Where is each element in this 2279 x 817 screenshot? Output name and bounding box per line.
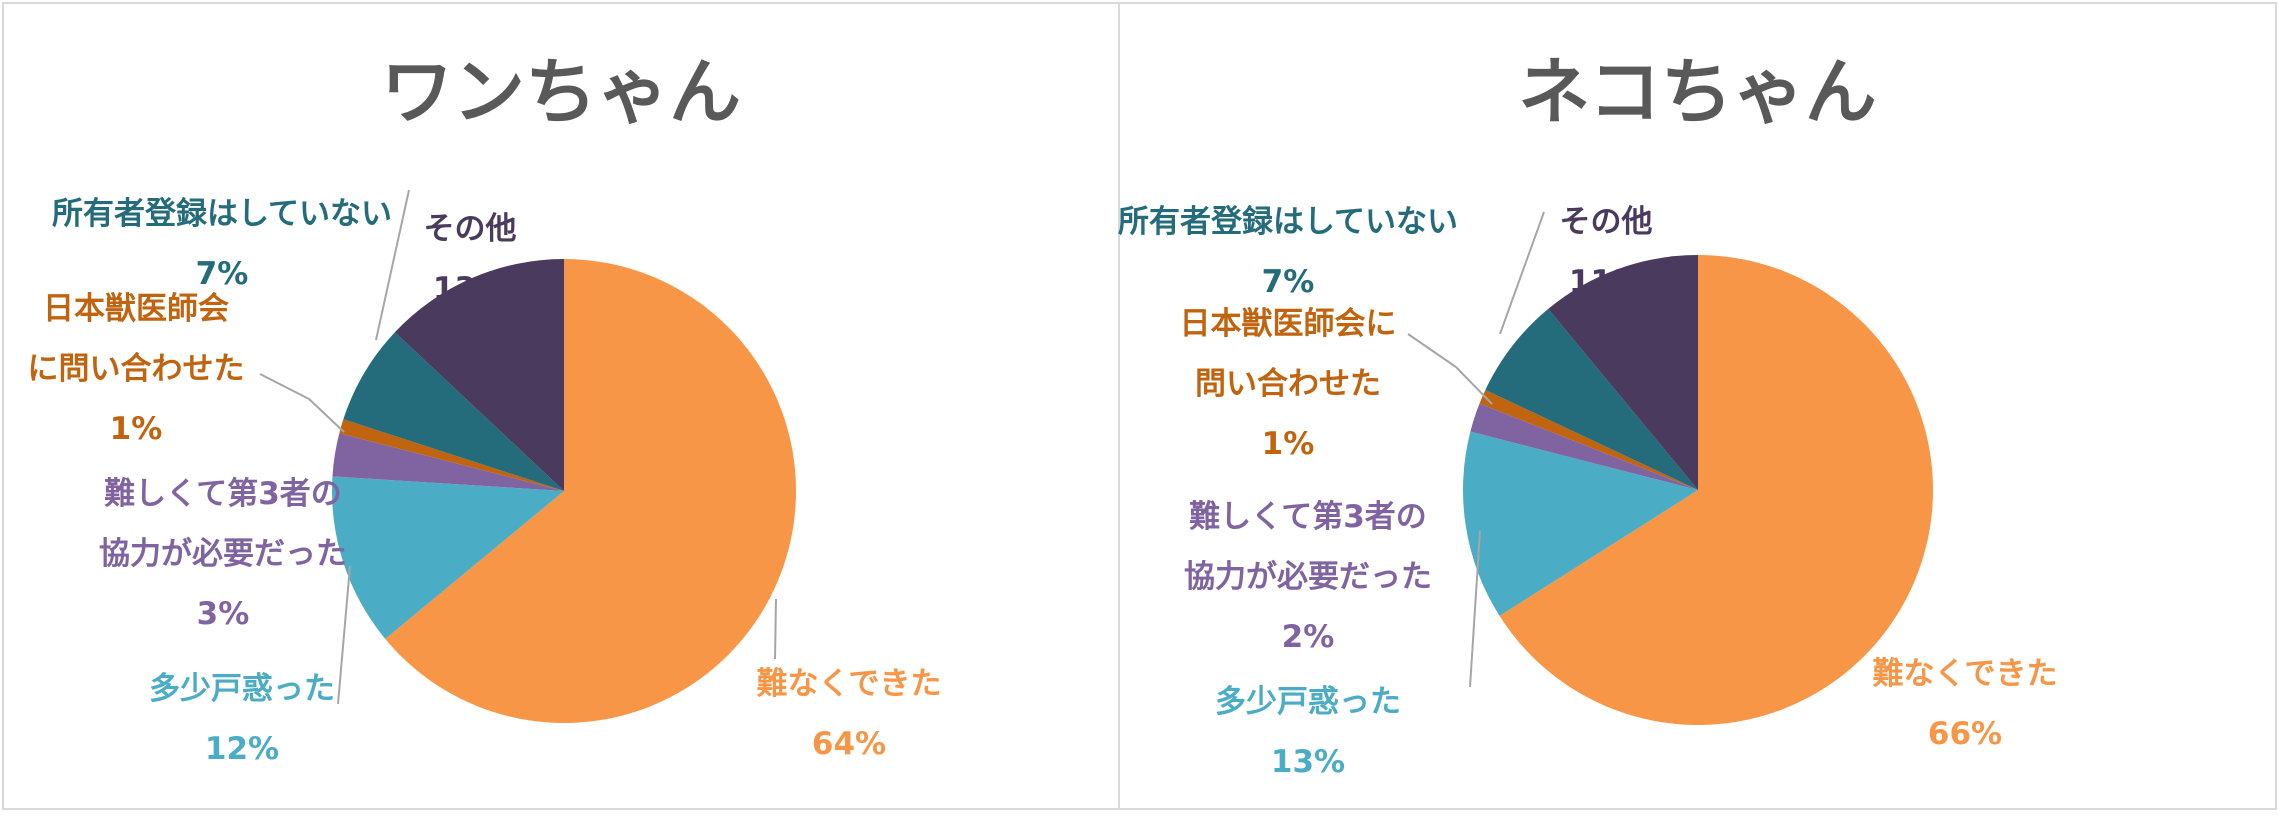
- chart-panel-dog: ワンちゃん 難なくできた 64% 多少戸惑った 12% 難しくて第3者の 協力が必要だった…: [2, 2, 1120, 810]
- data-label-vet-association: 日本獣医師会に問い合わせた 1%: [28, 279, 245, 459]
- data-label-percent: 11%: [1568, 264, 1644, 300]
- data-label-other: その他 13%: [424, 199, 517, 319]
- pie-slice-other: [394, 259, 564, 491]
- leader-line-vet-association: [259, 373, 345, 433]
- chart-title: ワンちゃん: [380, 50, 741, 134]
- data-label-category: 難なくできた: [756, 666, 942, 702]
- pie-slice-confused: [1462, 431, 1698, 616]
- data-label-third-party: 難しくて第3者の 協力が必要だった 3%: [99, 464, 347, 644]
- data-label-category: 協力が必要だった: [1184, 559, 1432, 595]
- data-label-percent: 7%: [1261, 264, 1315, 300]
- data-label-category: 所有者登録はしていない: [1117, 204, 1459, 240]
- data-label-percent: 1%: [109, 411, 163, 447]
- data-label-category: に問い合わせた: [27, 351, 245, 387]
- data-label-percent: 13%: [432, 271, 508, 307]
- data-label-vet-association: 日本獣医師会に問い合わせた 1%: [1180, 294, 1397, 474]
- data-label-category: その他: [423, 211, 517, 247]
- data-label-percent: 64%: [811, 726, 887, 762]
- pie-slice-other: [1548, 255, 1698, 490]
- pie-slice-not-registered: [343, 332, 564, 491]
- data-label-percent: 12%: [204, 731, 280, 767]
- pie-slice-vet-association: [1479, 389, 1698, 490]
- data-label-percent: 7%: [195, 256, 249, 292]
- data-label-confused: 多少戸惑った 12%: [149, 659, 335, 779]
- data-label-category: 難なくできた: [1872, 656, 2058, 692]
- data-label-percent: 2%: [1281, 619, 1335, 655]
- data-label-category: 日本獣医師会: [43, 291, 229, 327]
- data-label-percent: 66%: [1927, 716, 2003, 752]
- data-label-category: 多少戸惑った: [149, 671, 335, 707]
- pie-slice-vet-association: [339, 419, 564, 491]
- data-label-not-registered: 所有者登録はしていない 7%: [52, 184, 392, 304]
- data-label-percent: 3%: [196, 596, 250, 632]
- leader-line-not-registered: [375, 189, 410, 341]
- data-label-easy: 難なくできた 64%: [756, 654, 941, 774]
- data-label-category: 所有者登録はしていない: [51, 196, 393, 232]
- leader-line-not-registered: [1499, 211, 1545, 335]
- pie-slice-third-party: [1470, 403, 1698, 490]
- data-label-not-registered: 所有者登録はしていない 7%: [1118, 192, 1458, 312]
- pie-chart-cat: [1407, 211, 1933, 725]
- leader-line-confused: [1469, 530, 1481, 688]
- data-label-category: その他: [1559, 204, 1653, 240]
- pie-slice-not-registered: [1485, 308, 1698, 490]
- data-label-category: 日本獣医師会に: [1179, 306, 1397, 342]
- data-label-easy: 難なくできた 66%: [1872, 644, 2057, 764]
- pie-slice-easy: [1499, 255, 1933, 725]
- leader-line-easy: [774, 598, 777, 660]
- pie-slice-confused: [332, 476, 564, 639]
- leader-line-vet-association: [1407, 333, 1493, 405]
- chart-panel-cat: ネコちゃん 難なくできた 66% 多少戸惑った 13% 難しくて第3者の 協力が必要だった…: [1118, 2, 2277, 810]
- data-label-category: 問い合わせた: [1195, 366, 1381, 402]
- pie-slice-easy: [385, 259, 797, 723]
- data-label-percent: 1%: [1261, 426, 1315, 462]
- data-label-third-party: 難しくて第3者の 協力が必要だった 2%: [1184, 487, 1432, 667]
- leader-line-confused: [337, 565, 351, 705]
- data-label-category: 協力が必要だった: [99, 536, 347, 572]
- data-label-confused: 多少戸惑った 13%: [1215, 672, 1401, 792]
- data-label-other: その他 11%: [1560, 192, 1653, 312]
- data-label-percent: 13%: [1270, 744, 1346, 780]
- data-label-category: 難しくて第3者の: [104, 476, 342, 512]
- data-label-category: 難しくて第3者の: [1189, 499, 1427, 535]
- data-label-category: 多少戸惑った: [1215, 684, 1401, 720]
- chart-title: ネコちゃん: [1518, 50, 1877, 134]
- pie-chart-dog: [259, 189, 797, 723]
- pie-slice-third-party: [332, 433, 564, 491]
